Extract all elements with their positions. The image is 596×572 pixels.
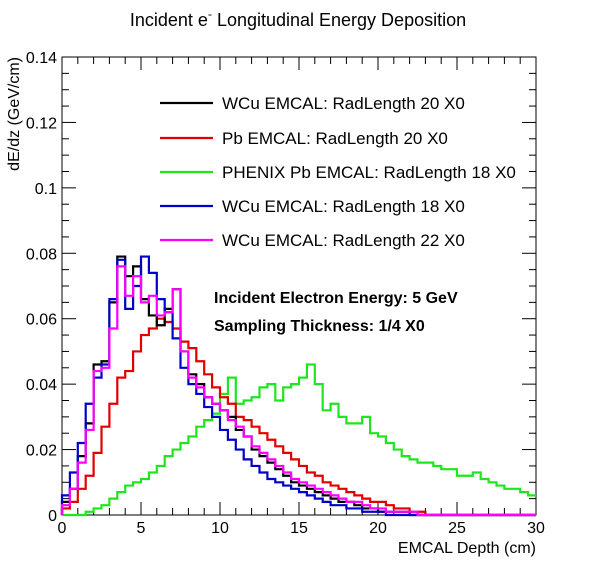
legend-label-phenix-18x0: PHENIX Pb EMCAL: RadLength 18 X0 [222, 163, 516, 182]
legend-label-wcu-20x0: WCu EMCAL: RadLength 20 X0 [222, 94, 465, 113]
y-tick-label: 0.02 [26, 443, 57, 460]
axis-tick-labels: 0 5 10 15 20 25 30 0 0.02 0.04 0.06 0.08 0.1 0.12 0.14 [26, 50, 545, 537]
y-axis-label: dE/dz (GeV/cm) [6, 57, 23, 171]
y-tick-label: 0.14 [26, 50, 57, 67]
y-tick-label: 0 [48, 508, 57, 525]
legend-label-wcu-18x0: WCu EMCAL: RadLength 18 X0 [222, 197, 465, 216]
x-tick-label: 10 [211, 520, 229, 537]
series-wcu-22x0 [60, 265, 536, 517]
series-layer [60, 255, 536, 517]
y-tick-label: 0.1 [35, 181, 57, 198]
annotation-thickness: Sampling Thickness: 1/4 X0 [214, 318, 425, 335]
x-tick-label: 20 [369, 520, 387, 537]
y-tick-label: 0.04 [26, 377, 57, 394]
chart-title: Incident e- Longitudinal Energy Depositi… [130, 7, 466, 30]
annotation-energy: Incident Electron Energy: 5 GeV [214, 290, 458, 307]
y-tick-label: 0.08 [26, 246, 57, 263]
y-tick-label: 0.06 [26, 312, 57, 329]
series-phenix-18x0 [62, 363, 536, 517]
x-tick-label: 5 [137, 520, 146, 537]
legend-label-wcu-22x0: WCu EMCAL: RadLength 22 X0 [222, 231, 465, 250]
axis-ticks [61, 56, 537, 516]
x-tick-label: 30 [527, 520, 545, 537]
x-axis-label: EMCAL Depth (cm) [398, 540, 536, 557]
x-tick-label: 25 [448, 520, 466, 537]
x-tick-label: 0 [58, 520, 67, 537]
legend: WCu EMCAL: RadLength 20 X0 Pb EMCAL: Rad… [160, 94, 516, 250]
y-tick-label: 0.12 [26, 115, 57, 132]
x-tick-label: 15 [290, 520, 308, 537]
legend-label-pb-20x0: Pb EMCAL: RadLength 20 X0 [222, 129, 448, 148]
